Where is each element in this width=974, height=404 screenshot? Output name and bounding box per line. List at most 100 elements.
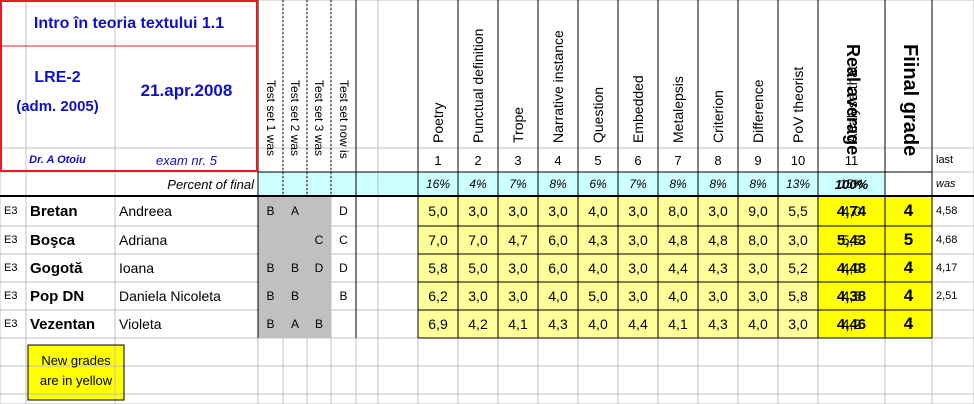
score-cell[interactable]: 5,5 [788,203,808,219]
last-grade-cell[interactable]: 4,17 [936,262,958,274]
score-cell[interactable]: 4,0 [748,316,768,332]
test-set-cell[interactable]: D [339,204,348,218]
score-cell[interactable]: 4,0 [588,203,608,219]
score-cell[interactable]: 3,0 [748,260,768,276]
score-cell[interactable]: 4,8 [668,232,688,248]
real-average-cell[interactable]: 5,43 [836,231,867,249]
final-grade-cell[interactable]: 4 [903,258,914,277]
test-set-cell[interactable]: B [290,261,299,275]
score-cell[interactable]: 3,0 [788,316,808,332]
test-set-cell[interactable]: B [339,289,348,303]
score-cell[interactable]: 3,0 [468,203,488,219]
final-grade-cell[interactable]: 5 [903,230,914,249]
score-cell[interactable]: 3,0 [708,288,728,304]
score-cell[interactable]: 9,0 [748,203,768,219]
score-cell[interactable]: 3,0 [508,288,528,304]
score-cell[interactable]: 4,2 [841,316,862,332]
score-cell[interactable]: 3,0 [508,260,528,276]
test-set-cell[interactable]: A [290,204,299,218]
score-cell[interactable]: 5,8 [428,260,448,276]
test-set-cell[interactable]: B [314,317,323,331]
last-grade-cell[interactable]: 4,68 [936,234,958,246]
score-cell[interactable]: 4,8 [708,232,728,248]
criterion-name: PoV theorist [790,66,806,143]
test-set-cell[interactable] [307,196,331,226]
score-cell[interactable]: 4,3 [548,316,568,332]
score-cell[interactable]: 3,0 [628,203,648,219]
test-set-cell[interactable]: D [314,261,324,275]
score-cell[interactable]: 4,1 [668,316,688,332]
score-cell[interactable]: 5,0 [588,288,608,304]
test-set-cell[interactable] [331,310,356,338]
score-cell[interactable]: 4,0 [841,203,862,219]
score-cell[interactable]: 4,5 [841,288,862,304]
final-fill [818,226,932,254]
test-set-cell[interactable]: B [266,317,275,331]
test-set-cell[interactable]: B [290,289,299,303]
test-set-cell[interactable]: A [290,317,299,331]
score-cell[interactable]: 4,0 [588,260,608,276]
test-set-cell[interactable] [307,282,331,310]
real-average-cell[interactable]: 4,74 [836,202,867,220]
score-cell[interactable]: 3,0 [748,288,768,304]
score-cell[interactable]: 5,8 [788,288,808,304]
score-cell[interactable]: 4,0 [588,316,608,332]
final-fill [818,310,932,338]
final-grade-cell[interactable]: 4 [903,201,914,220]
last-grade-cell[interactable]: 2,51 [936,290,958,302]
score-cell[interactable]: 3,0 [628,260,648,276]
score-cell[interactable]: 4,0 [841,260,862,276]
score-cell[interactable]: 7,0 [468,232,488,248]
test-set-cell[interactable]: B [266,204,275,218]
score-cell[interactable]: 4,7 [508,232,528,248]
score-cell[interactable]: 3,0 [468,288,488,304]
score-cell[interactable]: 4,0 [548,288,568,304]
score-cell[interactable]: 4,1 [508,316,528,332]
final-grade-cell[interactable]: 4 [903,314,914,333]
score-cell[interactable]: 4,4 [668,260,688,276]
real-average-cell[interactable]: 4,46 [836,315,867,333]
score-cell[interactable]: 5,0 [428,203,448,219]
test-set-fill [258,254,331,282]
score-cell[interactable]: 3,0 [788,232,808,248]
test-set-cell[interactable]: B [266,289,275,303]
score-cell[interactable]: 3,0 [628,288,648,304]
final-grade-cell[interactable]: 4 [903,286,914,305]
score-cell[interactable]: 6,2 [428,288,448,304]
score-cell[interactable]: 4,3 [588,232,608,248]
score-cell[interactable]: 5,5 [841,232,862,248]
criterion-percent: 4% [469,177,487,191]
test-set-cell[interactable] [258,226,283,254]
score-cell[interactable]: 4,3 [708,260,728,276]
score-cell[interactable]: 5,0 [468,260,488,276]
student-firstname: Andreea [119,203,172,219]
score-cell[interactable]: 4,4 [628,316,648,332]
real-average-cell[interactable]: 4,38 [836,287,867,305]
test-set-cell[interactable] [283,226,307,254]
real-average-cell[interactable]: 4,48 [836,259,867,277]
score-cell[interactable]: 4,3 [708,316,728,332]
score-cell[interactable]: 3,0 [628,232,648,248]
score-cell[interactable]: 3,0 [508,203,528,219]
student-code: E3 [4,318,18,330]
test-set-cell[interactable]: C [339,233,348,247]
score-cell[interactable]: 6,0 [548,260,568,276]
score-cell[interactable]: 3,0 [708,203,728,219]
test-set-cell[interactable]: B [266,261,275,275]
score-cell[interactable]: 6,0 [548,232,568,248]
score-cell[interactable]: 3,0 [548,203,568,219]
score-cell[interactable]: 8,0 [668,203,688,219]
score-cell[interactable]: 7,0 [428,232,448,248]
score-cell[interactable]: 8,0 [748,232,768,248]
score-cell[interactable]: 6,9 [428,316,448,332]
criterion-number: 10 [790,152,806,168]
score-cell[interactable]: 5,2 [788,260,808,276]
last-sub-header: was [936,178,956,190]
student-firstname: Daniela Nicoleta [119,288,221,304]
test-set-cell[interactable]: C [314,233,324,247]
test-set-cell[interactable]: D [339,261,348,275]
score-cell[interactable]: 4,2 [468,316,488,332]
last-grade-cell[interactable]: 4,58 [936,205,958,217]
last-grade-cell[interactable] [932,310,974,338]
score-cell[interactable]: 4,0 [668,288,688,304]
